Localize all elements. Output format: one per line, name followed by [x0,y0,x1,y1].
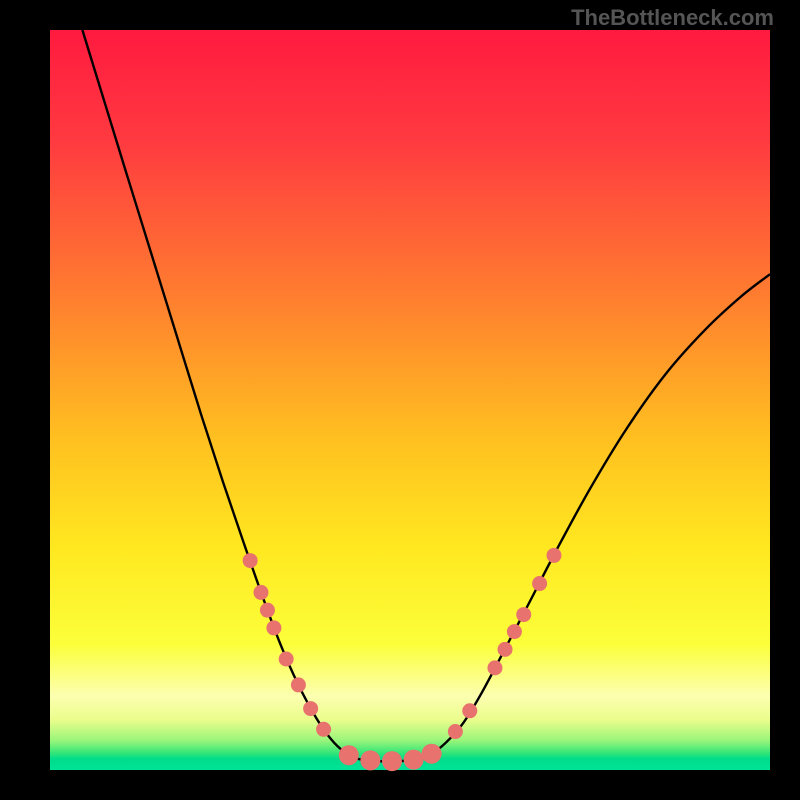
data-marker [462,703,477,718]
bottleneck-chart [0,0,800,800]
watermark-label: TheBottleneck.com [571,5,774,31]
data-marker [547,548,562,563]
chart-container: TheBottleneck.com [0,0,800,800]
data-marker [507,624,522,639]
data-marker [422,744,442,764]
chart-background [50,30,770,770]
data-marker [253,585,268,600]
data-marker [316,722,331,737]
data-marker [339,745,359,765]
data-marker [448,724,463,739]
data-marker [260,603,275,618]
data-marker [243,553,258,568]
data-marker [498,642,513,657]
data-marker [532,576,547,591]
data-marker [487,660,502,675]
data-marker [291,677,306,692]
data-marker [360,750,380,770]
data-marker [279,652,294,667]
data-marker [404,750,424,770]
data-marker [382,751,402,771]
data-marker [303,701,318,716]
data-marker [516,607,531,622]
data-marker [266,620,281,635]
